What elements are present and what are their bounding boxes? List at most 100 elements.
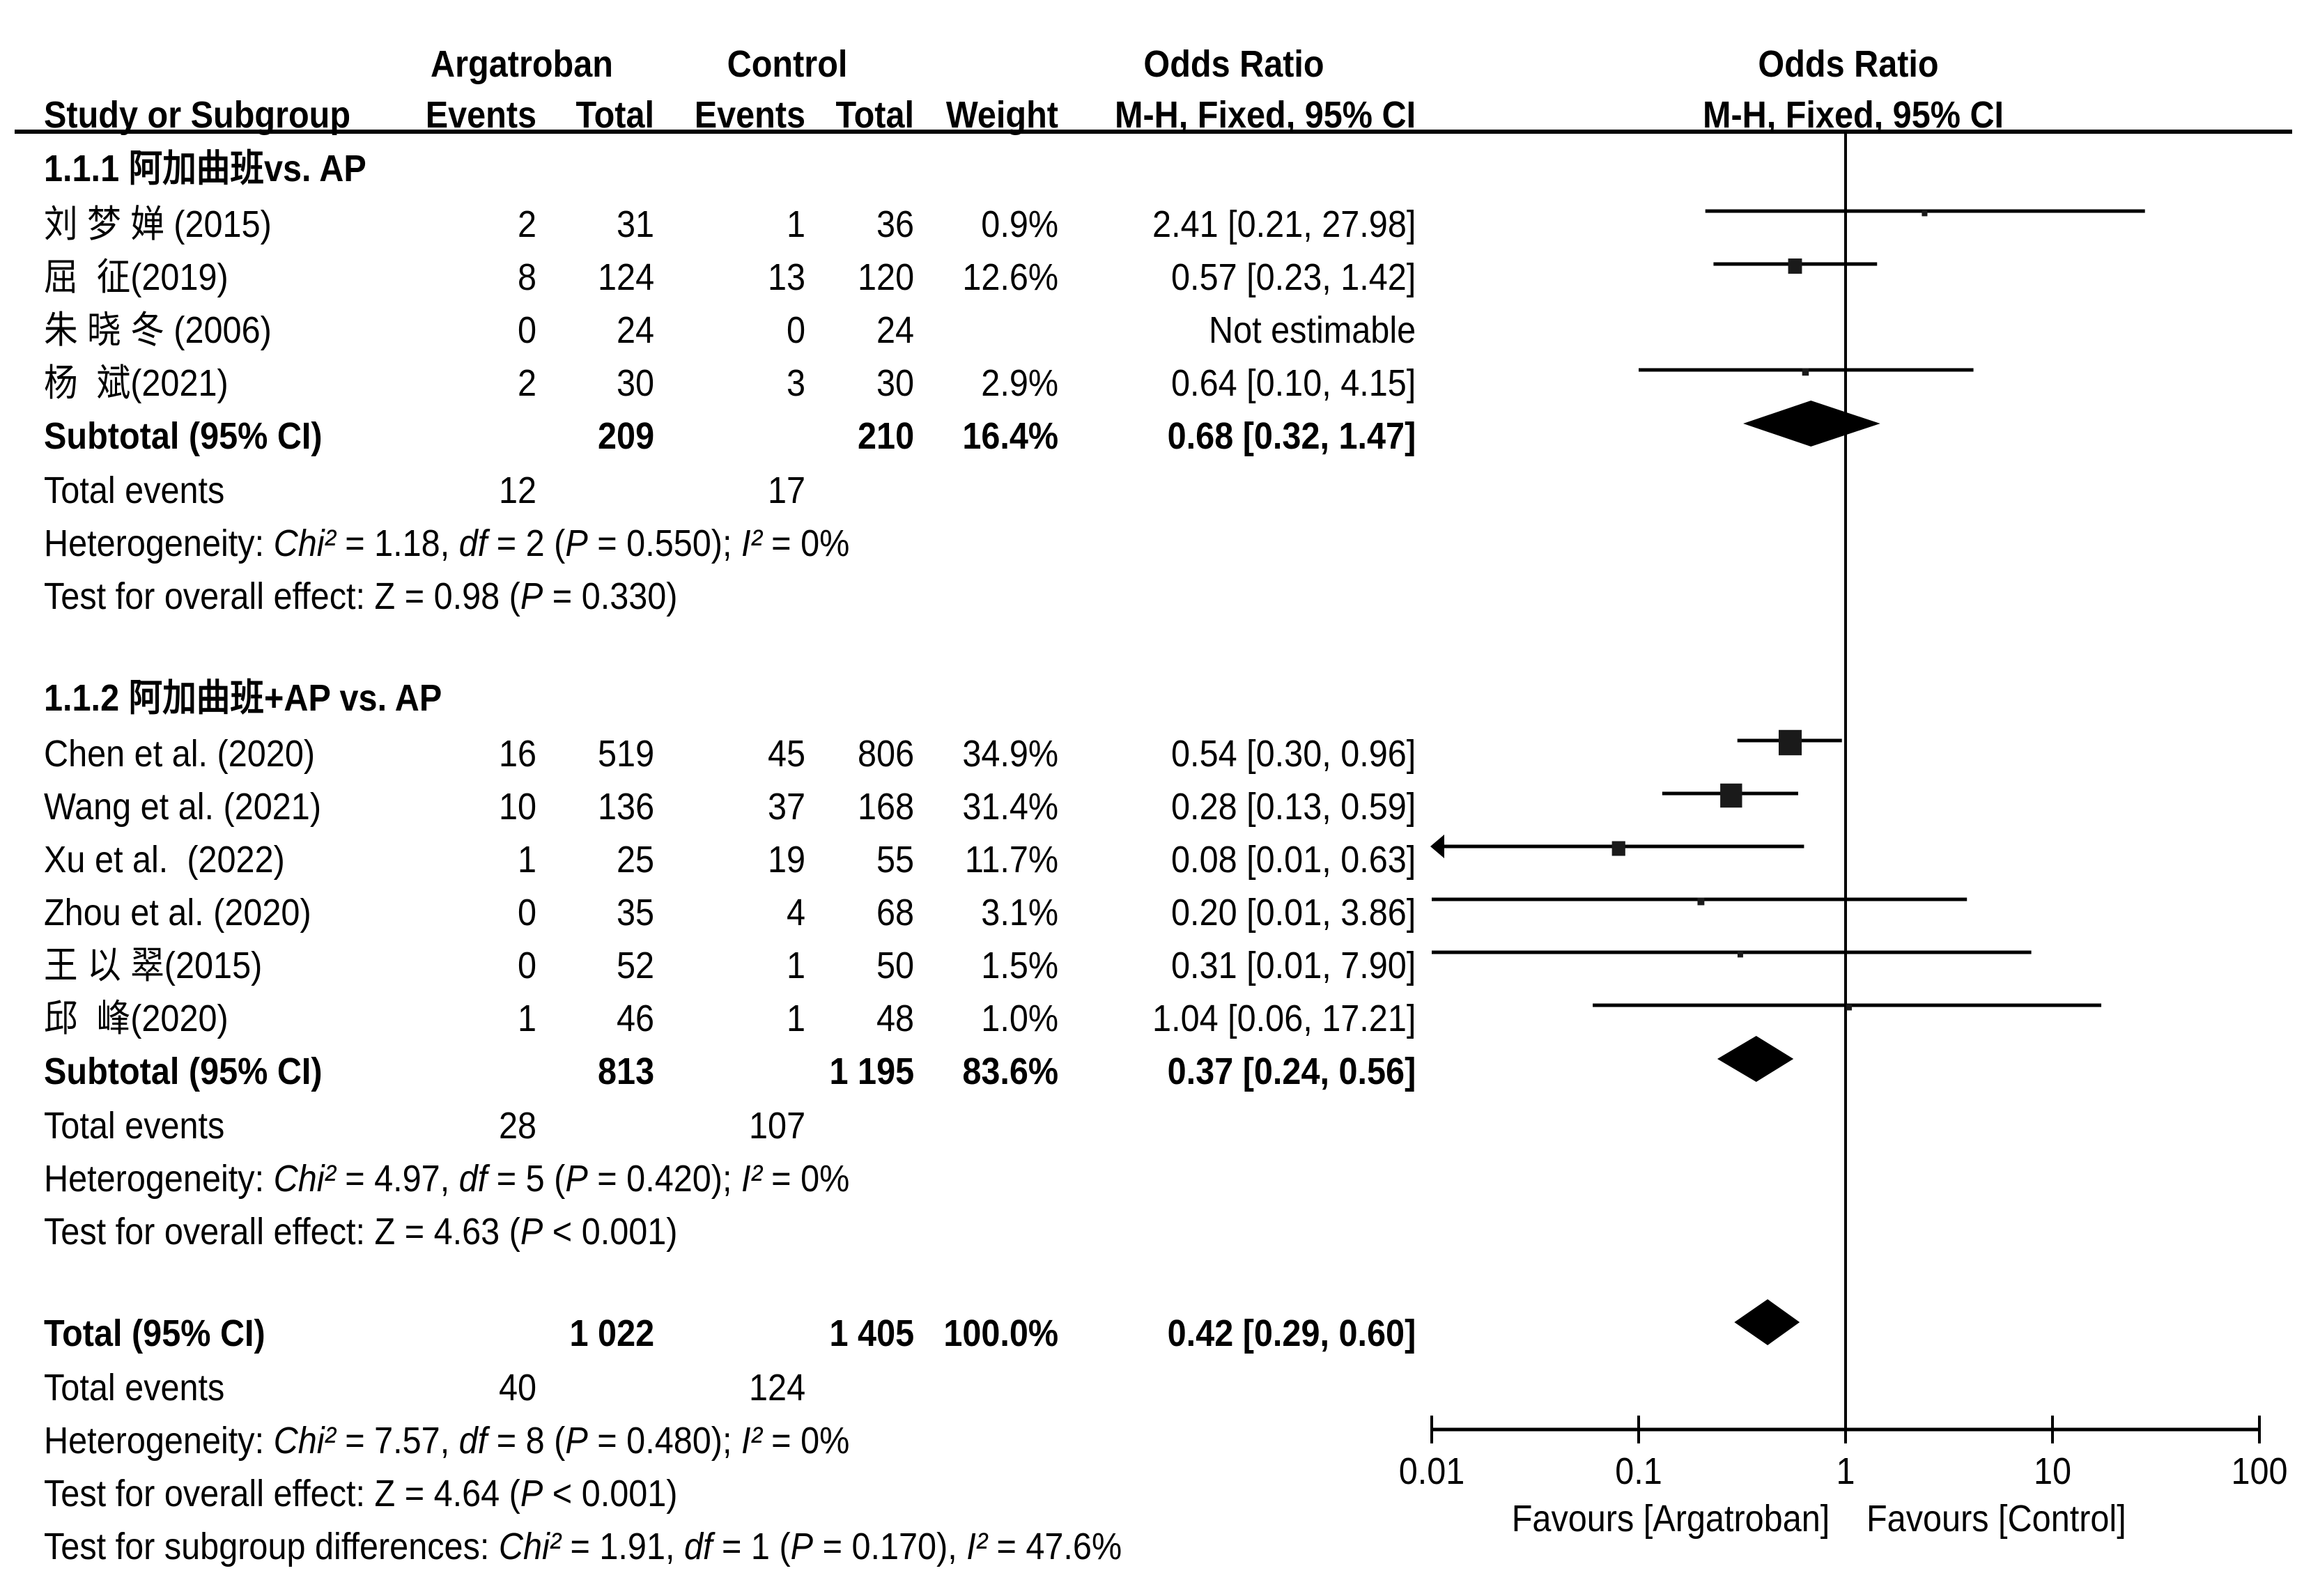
italic-symbol: df <box>458 522 488 564</box>
text-segment: Heterogeneity: <box>44 1158 274 1200</box>
axis-tick-label: 100 <box>2231 1450 2288 1492</box>
study-name: 邱 峰(2020) <box>44 998 229 1039</box>
study-marker <box>1788 258 1802 274</box>
axis-tick-label: 10 <box>2033 1450 2072 1492</box>
control-total: 1 195 <box>829 1051 914 1092</box>
weight: 31.4% <box>962 786 1058 828</box>
argatroban-total: 30 <box>616 362 654 404</box>
argatroban-total: 124 <box>597 256 654 298</box>
overall-effect-text: Test for overall effect: Z = 0.98 (P = 0… <box>44 578 677 615</box>
argatroban-total: 813 <box>597 1051 654 1092</box>
argatroban-total: 31 <box>616 203 654 245</box>
italic-symbol: P <box>565 1420 588 1462</box>
control-events: 19 <box>767 839 805 881</box>
study-marker <box>1737 951 1743 958</box>
study-name: 王 以 翠(2015) <box>44 945 263 986</box>
argatroban-total: 1 022 <box>569 1312 654 1354</box>
study-name: Wang et al. (2021) <box>44 786 322 828</box>
weight: 0.9% <box>981 203 1058 245</box>
control-events: 1 <box>786 945 805 986</box>
odds-ratio-ci: 0.20 [0.01, 3.86] <box>1170 892 1416 933</box>
argatroban-events: 1 <box>517 839 536 881</box>
control-total: 120 <box>857 256 914 298</box>
weight: 1.5% <box>981 945 1058 986</box>
text-segment: = 0.420); <box>587 1158 741 1200</box>
text-segment: = 0% <box>761 1420 850 1462</box>
control-total-events: 124 <box>748 1367 805 1409</box>
study-marker <box>1720 783 1742 808</box>
text-segment: Heterogeneity: <box>44 1420 274 1462</box>
italic-symbol: P <box>520 1473 543 1514</box>
odds-ratio-ci: 0.08 [0.01, 0.63] <box>1170 839 1416 881</box>
study-marker <box>1802 368 1809 376</box>
italic-symbol: P <box>520 1211 543 1253</box>
plot-title: Odds Ratio <box>1758 43 1939 85</box>
argatroban-total: 136 <box>597 786 654 828</box>
odds-ratio-header: Odds Ratio <box>1143 43 1324 85</box>
text-segment: = 2 ( <box>487 522 566 564</box>
odds-ratio-ci: 0.54 [0.30, 0.96] <box>1170 733 1416 775</box>
argatroban-total: 25 <box>616 839 654 881</box>
argatroban-group-header: Argatroban <box>431 43 613 85</box>
text-segment: = 1.91, <box>560 1526 684 1567</box>
weight-header: Weight <box>945 94 1058 136</box>
text-segment: = 4.97, <box>335 1158 459 1200</box>
weight: 100.0% <box>943 1312 1058 1354</box>
italic-symbol: P <box>520 575 543 617</box>
control-events: 3 <box>786 362 805 404</box>
control-events: 1 <box>786 998 805 1039</box>
italic-symbol: Chi² <box>273 1158 336 1200</box>
weight: 12.6% <box>962 256 1058 298</box>
study-name: Zhou et al. (2020) <box>44 892 311 933</box>
study-name: 屈 征(2019) <box>44 256 229 298</box>
text-segment: = 0% <box>761 1158 850 1200</box>
argatroban-events: 16 <box>498 733 536 775</box>
axis-tick-label: 0.1 <box>1615 1450 1662 1492</box>
control-total-header: Total <box>835 94 914 136</box>
argatroban-events: 10 <box>498 786 536 828</box>
control-events: 1 <box>786 203 805 245</box>
odds-ratio-ci: 1.04 [0.06, 17.21] <box>1152 998 1416 1039</box>
weight: 83.6% <box>962 1051 1058 1092</box>
italic-symbol: Chi² <box>498 1526 561 1567</box>
study-name: Chen et al. (2020) <box>44 733 316 775</box>
odds-ratio-ci: 0.64 [0.10, 4.15] <box>1170 362 1416 404</box>
total-events-label: Total events <box>44 1105 225 1147</box>
text-segment: = 47.6% <box>987 1526 1122 1567</box>
weight: 34.9% <box>962 733 1058 775</box>
heterogeneity-text: Heterogeneity: Chi² = 7.57, df = 8 (P = … <box>44 1422 849 1459</box>
weight: 2.9% <box>981 362 1058 404</box>
argatroban-total-events: 28 <box>498 1105 536 1147</box>
subgroup-title: 1.1.2 阿加曲班+AP vs. AP <box>44 677 442 719</box>
total-label: Total (95% CI) <box>44 1312 265 1354</box>
weight: 11.7% <box>964 839 1058 881</box>
argatroban-events: 0 <box>517 309 536 351</box>
text-segment: Heterogeneity: <box>44 522 274 564</box>
argatroban-total: 35 <box>616 892 654 933</box>
argatroban-total: 519 <box>597 733 654 775</box>
text-segment: = 7.57, <box>335 1420 459 1462</box>
odds-ratio-ci: 0.68 [0.32, 1.47] <box>1167 415 1416 457</box>
control-events-header: Events <box>694 94 805 136</box>
text-segment: = 0.170), <box>813 1526 967 1567</box>
italic-symbol: P <box>565 1158 588 1200</box>
total-events-label: Total events <box>44 1367 225 1409</box>
control-total: 48 <box>876 998 914 1039</box>
control-total: 55 <box>876 839 914 881</box>
italic-symbol: df <box>458 1420 488 1462</box>
text-segment: = 8 ( <box>487 1420 566 1462</box>
odds-ratio-ci: 2.41 [0.21, 27.98] <box>1152 203 1416 245</box>
text-segment: = 5 ( <box>487 1158 566 1200</box>
argatroban-events: 0 <box>517 945 536 986</box>
axis-tick-label: 1 <box>1836 1450 1855 1492</box>
header-rule <box>15 130 2292 134</box>
odds-ratio-method-header: M-H, Fixed, 95% CI <box>1114 94 1416 136</box>
control-group-header: Control <box>727 43 848 85</box>
control-events: 13 <box>767 256 805 298</box>
text-segment: Test for overall effect: Z = 4.63 ( <box>44 1211 520 1253</box>
subtotal-label: Subtotal (95% CI) <box>44 1051 323 1092</box>
odds-ratio-ci: 0.57 [0.23, 1.42] <box>1170 256 1416 298</box>
study-marker <box>1778 729 1802 756</box>
odds-ratio-ci: Not estimable <box>1208 309 1416 351</box>
argatroban-events: 2 <box>517 203 536 245</box>
